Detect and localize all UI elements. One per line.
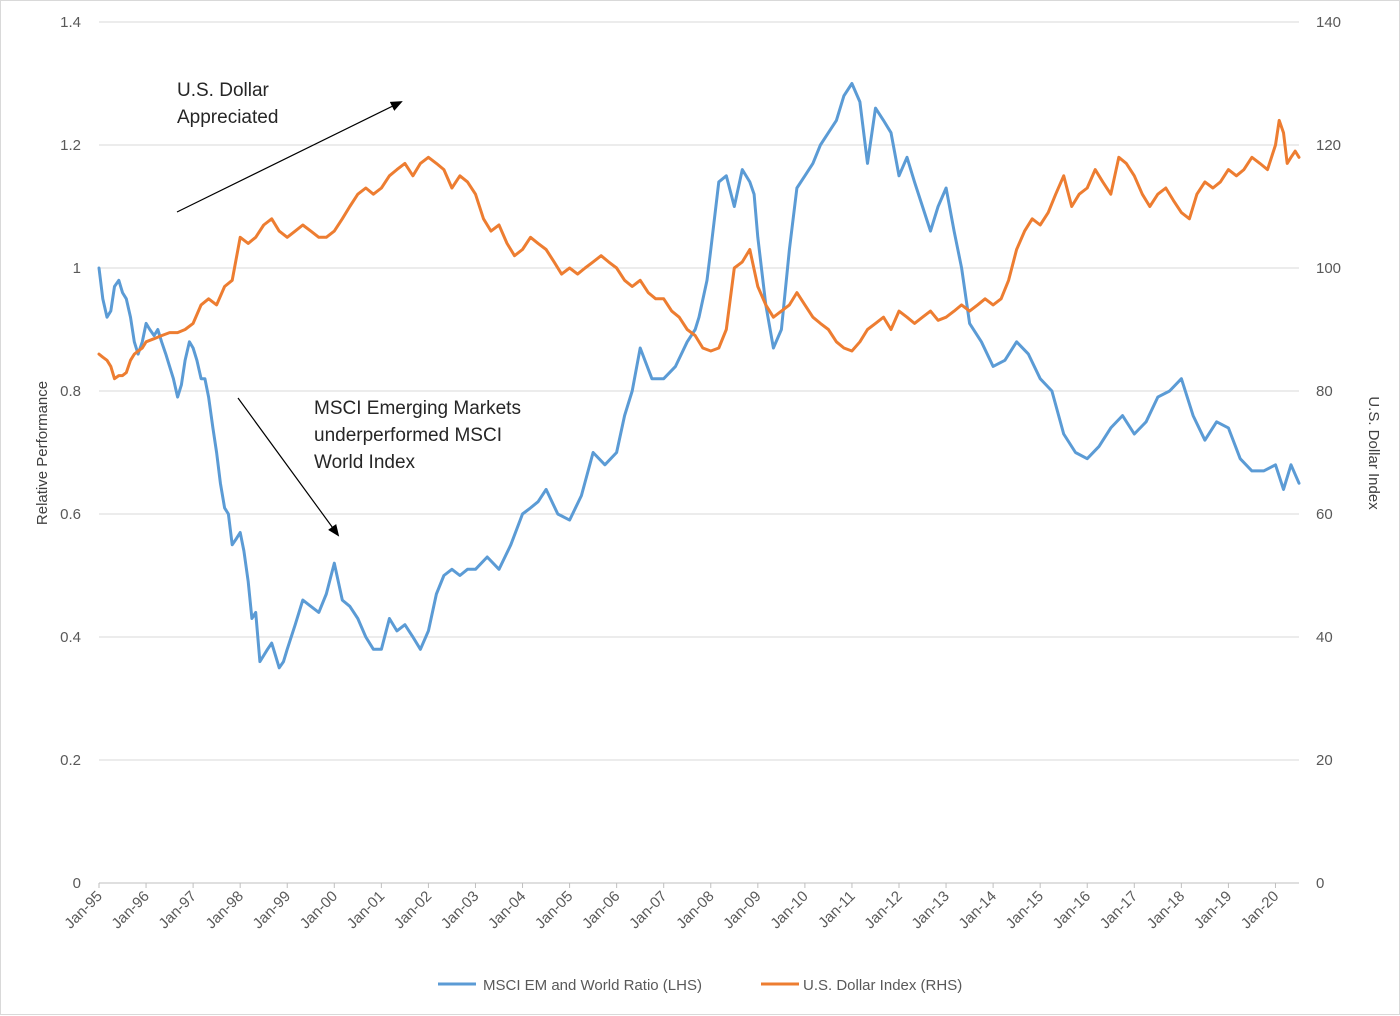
x-tick-label: Jan-06: [579, 888, 623, 932]
x-tick-label: Jan-01: [344, 888, 388, 932]
series-layer: [97, 82, 1301, 670]
right-tick-label: 80: [1316, 383, 1333, 400]
x-tick-label: Jan-97: [155, 888, 199, 932]
x-tick-label: Jan-95: [61, 888, 105, 932]
x-tick-label: Jan-02: [391, 888, 435, 932]
annotation-line: U.S. Dollar: [177, 80, 270, 101]
x-tick-label: Jan-15: [1003, 888, 1047, 932]
legend: MSCI EM and World Ratio (LHS) U.S. Dollar…: [438, 977, 962, 994]
left-tick-label: 1: [73, 260, 81, 277]
left-tick-label: 0.8: [60, 383, 81, 400]
x-tick-label: Jan-16: [1050, 888, 1094, 932]
legend-label: U.S. Dollar Index (RHS): [803, 977, 962, 994]
left-tick-label: 0.2: [60, 752, 81, 769]
x-tick-label: Jan-10: [767, 888, 811, 932]
x-tick-label: Jan-07: [626, 888, 670, 932]
x-tick-label: Jan-96: [108, 888, 152, 932]
x-tick-label: Jan-08: [673, 888, 717, 932]
right-tick-label: 20: [1316, 752, 1333, 769]
annotation-line: underperformed MSCI: [314, 425, 502, 446]
x-tick-label: Jan-04: [485, 888, 529, 932]
annotation-em-underperformed: MSCI Emerging Markets underperformed MSCI…: [314, 398, 521, 473]
x-axis-ticks: Jan-95 Jan-96 Jan-97 Jan-98 Jan-99 Jan-00 Jan-…: [61, 883, 1282, 932]
legend-label: MSCI EM and World Ratio (LHS): [483, 977, 702, 994]
em-underperformed-arrow: [237, 397, 340, 537]
left-tick-label: 0: [73, 875, 81, 892]
right-axis-ticks: 0 20 40 60 80 100 120 140: [1316, 14, 1341, 892]
right-tick-label: 60: [1316, 506, 1333, 523]
x-tick-label: Jan-17: [1097, 888, 1141, 932]
x-tick-label: Jan-12: [861, 888, 905, 932]
left-axis-ticks: 0 0.2 0.4 0.6 0.8 1 1.2 1.4: [60, 14, 81, 892]
right-tick-label: 120: [1316, 137, 1341, 154]
x-tick-label: Jan-00: [297, 888, 341, 932]
right-axis-title: U.S. Dollar Index: [1365, 396, 1382, 510]
right-tick-label: 140: [1316, 14, 1341, 31]
left-tick-label: 1.4: [60, 14, 81, 31]
x-tick-label: Jan-13: [908, 888, 952, 932]
annotation-line: MSCI Emerging Markets: [314, 398, 521, 419]
right-tick-label: 100: [1316, 260, 1341, 277]
left-tick-label: 0.6: [60, 506, 81, 523]
left-axis-title: Relative Performance: [34, 381, 51, 525]
left-tick-label: 1.2: [60, 137, 81, 154]
gridlines: [99, 21, 1299, 884]
x-tick-label: Jan-19: [1191, 888, 1235, 932]
annotation-line: World Index: [314, 452, 416, 473]
x-tick-label: Jan-20: [1238, 888, 1282, 932]
right-tick-label: 0: [1316, 875, 1324, 892]
x-tick-label: Jan-98: [203, 888, 247, 932]
msci-ratio-line: [97, 82, 1301, 670]
x-tick-label: Jan-09: [720, 888, 764, 932]
right-tick-label: 40: [1316, 629, 1333, 646]
x-tick-label: Jan-05: [532, 888, 576, 932]
annotations: U.S. Dollar Appreciated MSCI Emerging Mark…: [177, 80, 521, 473]
usd-appreciated-arrow: [176, 101, 403, 213]
x-tick-label: Jan-18: [1144, 888, 1188, 932]
usd-index-line: [97, 118, 1301, 381]
x-tick-label: Jan-11: [815, 888, 859, 932]
annotation-line: Appreciated: [177, 107, 278, 128]
x-tick-label: Jan-14: [955, 888, 999, 932]
annotation-usd-appreciated: U.S. Dollar Appreciated: [177, 80, 278, 128]
x-tick-label: Jan-99: [250, 888, 294, 932]
left-tick-label: 0.4: [60, 629, 81, 646]
x-tick-label: Jan-03: [438, 888, 482, 932]
